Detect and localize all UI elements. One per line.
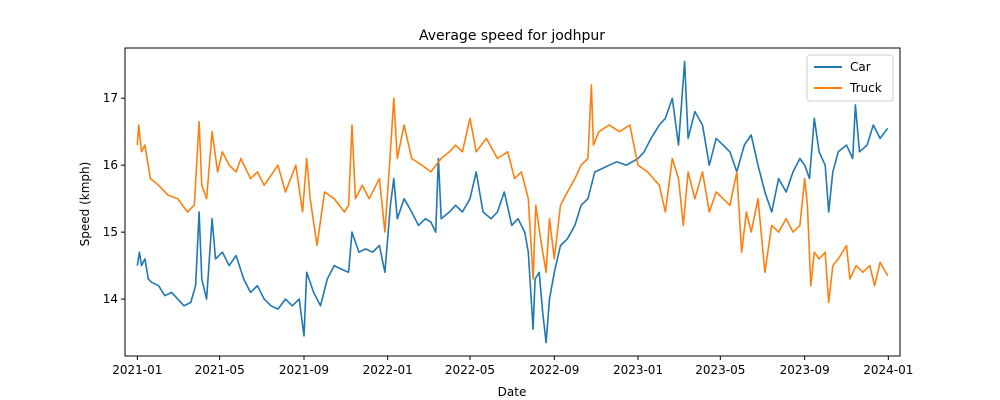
x-tick-label: 2022-01 xyxy=(363,363,413,377)
y-axis-label: Speed (kmph) xyxy=(78,162,92,247)
legend-label-car: Car xyxy=(850,60,871,74)
x-tick-label: 2021-09 xyxy=(279,363,329,377)
y-tick-label: 17 xyxy=(103,91,118,105)
x-tick-label: 2022-05 xyxy=(445,363,495,377)
x-tick-label: 2023-01 xyxy=(613,363,663,377)
x-tick-label: 2021-01 xyxy=(112,363,162,377)
x-tick-label: 2021-05 xyxy=(195,363,245,377)
series-line-truck xyxy=(136,84,889,304)
chart-title: Average speed for jodhpur xyxy=(419,28,605,44)
series-line-car xyxy=(136,60,889,344)
plot-frame xyxy=(124,47,901,357)
y-tick-label: 14 xyxy=(103,292,118,306)
legend-label-truck: Truck xyxy=(849,81,882,95)
y-tick-label: 15 xyxy=(103,225,118,239)
x-tick-label: 2023-09 xyxy=(780,363,830,377)
legend: Car Truck xyxy=(806,54,894,102)
y-tick-label: 16 xyxy=(103,158,118,172)
series-layer xyxy=(136,60,889,344)
x-axis-label: Date xyxy=(498,385,527,399)
x-tick-label: 2022-09 xyxy=(529,363,579,377)
x-tick-label: 2023-05 xyxy=(695,363,745,377)
x-tick-label: 2024-01 xyxy=(863,363,913,377)
axes-layer: 2021-01 2021-05 2021-09 2022-01 2022-05 2022-… xyxy=(103,91,914,377)
